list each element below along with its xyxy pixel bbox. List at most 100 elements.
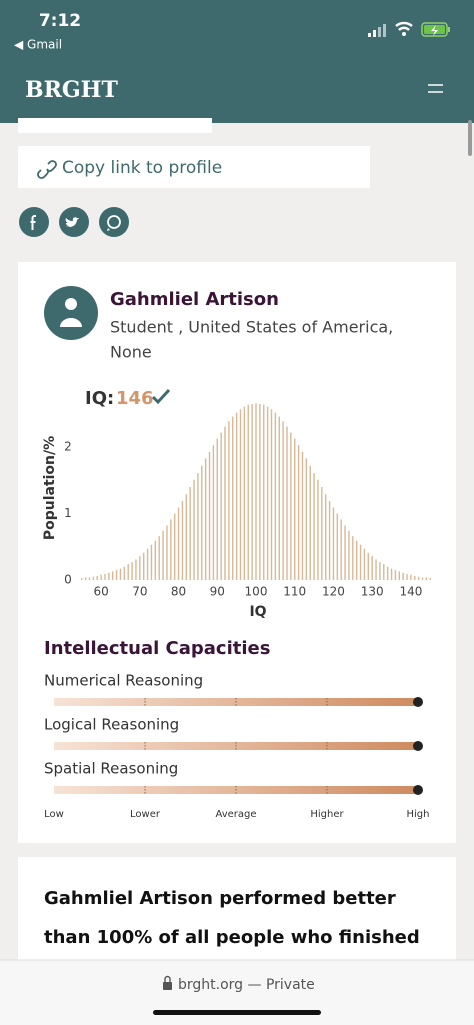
bar [123, 566, 126, 580]
bar [154, 540, 157, 580]
bar [340, 519, 342, 580]
bar [135, 559, 137, 580]
bar [127, 564, 129, 580]
bar [332, 507, 335, 580]
address-bar[interactable]: brght.org — Private [178, 977, 315, 993]
x-tick-label: 60 [93, 585, 108, 599]
bar [282, 421, 284, 580]
bar [216, 438, 218, 580]
clock: 7:12 [39, 11, 81, 31]
menu-button[interactable] [428, 84, 443, 93]
iq-score: 146 [116, 388, 154, 409]
copy-link-label[interactable]: Copy link to profile [62, 158, 222, 178]
twitter-button[interactable] [59, 207, 89, 237]
brand-logo[interactable]: BRGHT [25, 77, 118, 103]
bar [263, 404, 265, 580]
capacity-marker [413, 697, 423, 707]
x-tick-label: 130 [361, 585, 384, 599]
bar [301, 451, 304, 580]
bar [375, 559, 377, 580]
capacity-name: Numerical Reasoning [44, 672, 203, 690]
bar [259, 403, 261, 580]
bar [394, 570, 397, 580]
back-to-app[interactable]: ◀ Gmail [14, 38, 62, 52]
bar [143, 552, 145, 580]
bar [379, 562, 381, 580]
bar [321, 487, 323, 580]
bar [201, 465, 203, 580]
bar [290, 432, 292, 580]
profile-details: Student , United States of America, [110, 318, 393, 337]
summary-text: Gahmliel Artison performed better [44, 888, 396, 909]
capacities: Numerical Reasoning Logical Reasoning Spat… [44, 672, 429, 821]
bar [425, 577, 428, 580]
bar [255, 403, 257, 580]
bar [84, 577, 87, 580]
capacity-name: Spatial Reasoning [44, 760, 178, 778]
bar [243, 406, 246, 580]
bar [309, 465, 311, 580]
scale-label: Lower [130, 809, 161, 820]
bar [414, 576, 416, 580]
capacity-marker [413, 741, 423, 751]
bar [197, 473, 199, 580]
bar [278, 416, 280, 580]
bar [189, 487, 191, 580]
bar [305, 458, 308, 580]
home-indicator [153, 1010, 321, 1015]
bar [81, 578, 83, 580]
y-tick-label: 2 [64, 440, 72, 454]
x-tick-label: 90 [210, 585, 225, 599]
bar [417, 576, 420, 580]
bar [212, 445, 215, 580]
capacities-title: Intellectual Capacities [44, 638, 270, 659]
bar [336, 513, 339, 580]
iq-chart: 0 1 2 60 70 80 90 100 110 120 130 140 IQ Population/% [42, 403, 431, 620]
x-tick-label: 140 [399, 585, 422, 599]
x-tick-label: 70 [132, 585, 147, 599]
bar [88, 577, 91, 580]
x-axis-label: IQ [249, 604, 266, 620]
scrollbar [468, 120, 472, 156]
bar [270, 409, 273, 580]
bar [232, 416, 234, 580]
bar [398, 571, 400, 580]
bar [158, 536, 160, 580]
partial-box [18, 118, 212, 133]
bar [355, 540, 358, 580]
bar [367, 552, 369, 580]
x-tick-label: 80 [171, 585, 186, 599]
copy-link-button[interactable]: Copy link to profile [18, 146, 370, 188]
bar [166, 525, 168, 580]
avatar [44, 286, 98, 340]
bar [390, 568, 393, 580]
bar [131, 562, 133, 580]
bar [170, 519, 172, 580]
bar [317, 479, 319, 580]
bar [251, 403, 253, 580]
x-tick-label: 100 [245, 585, 268, 599]
profile-details: None [110, 343, 152, 362]
bar [185, 494, 187, 580]
x-tick-label: 110 [283, 585, 306, 599]
bar [96, 576, 98, 580]
bar [348, 530, 350, 580]
bar [92, 576, 95, 580]
bar [112, 571, 114, 580]
status-icons [368, 21, 450, 37]
summary-text: than 100% of all people who finished [44, 927, 420, 948]
x-tick-label: 120 [322, 585, 345, 599]
bar [235, 412, 238, 580]
bar [104, 574, 106, 580]
whatsapp-button[interactable] [99, 207, 129, 237]
bar [421, 577, 424, 580]
bar [429, 578, 431, 580]
bar [208, 451, 211, 580]
facebook-button[interactable] [19, 207, 49, 237]
verified-check [151, 388, 171, 405]
scale-label: Higher [310, 809, 344, 820]
bar [220, 432, 222, 580]
capacity-name: Logical Reasoning [44, 716, 179, 734]
